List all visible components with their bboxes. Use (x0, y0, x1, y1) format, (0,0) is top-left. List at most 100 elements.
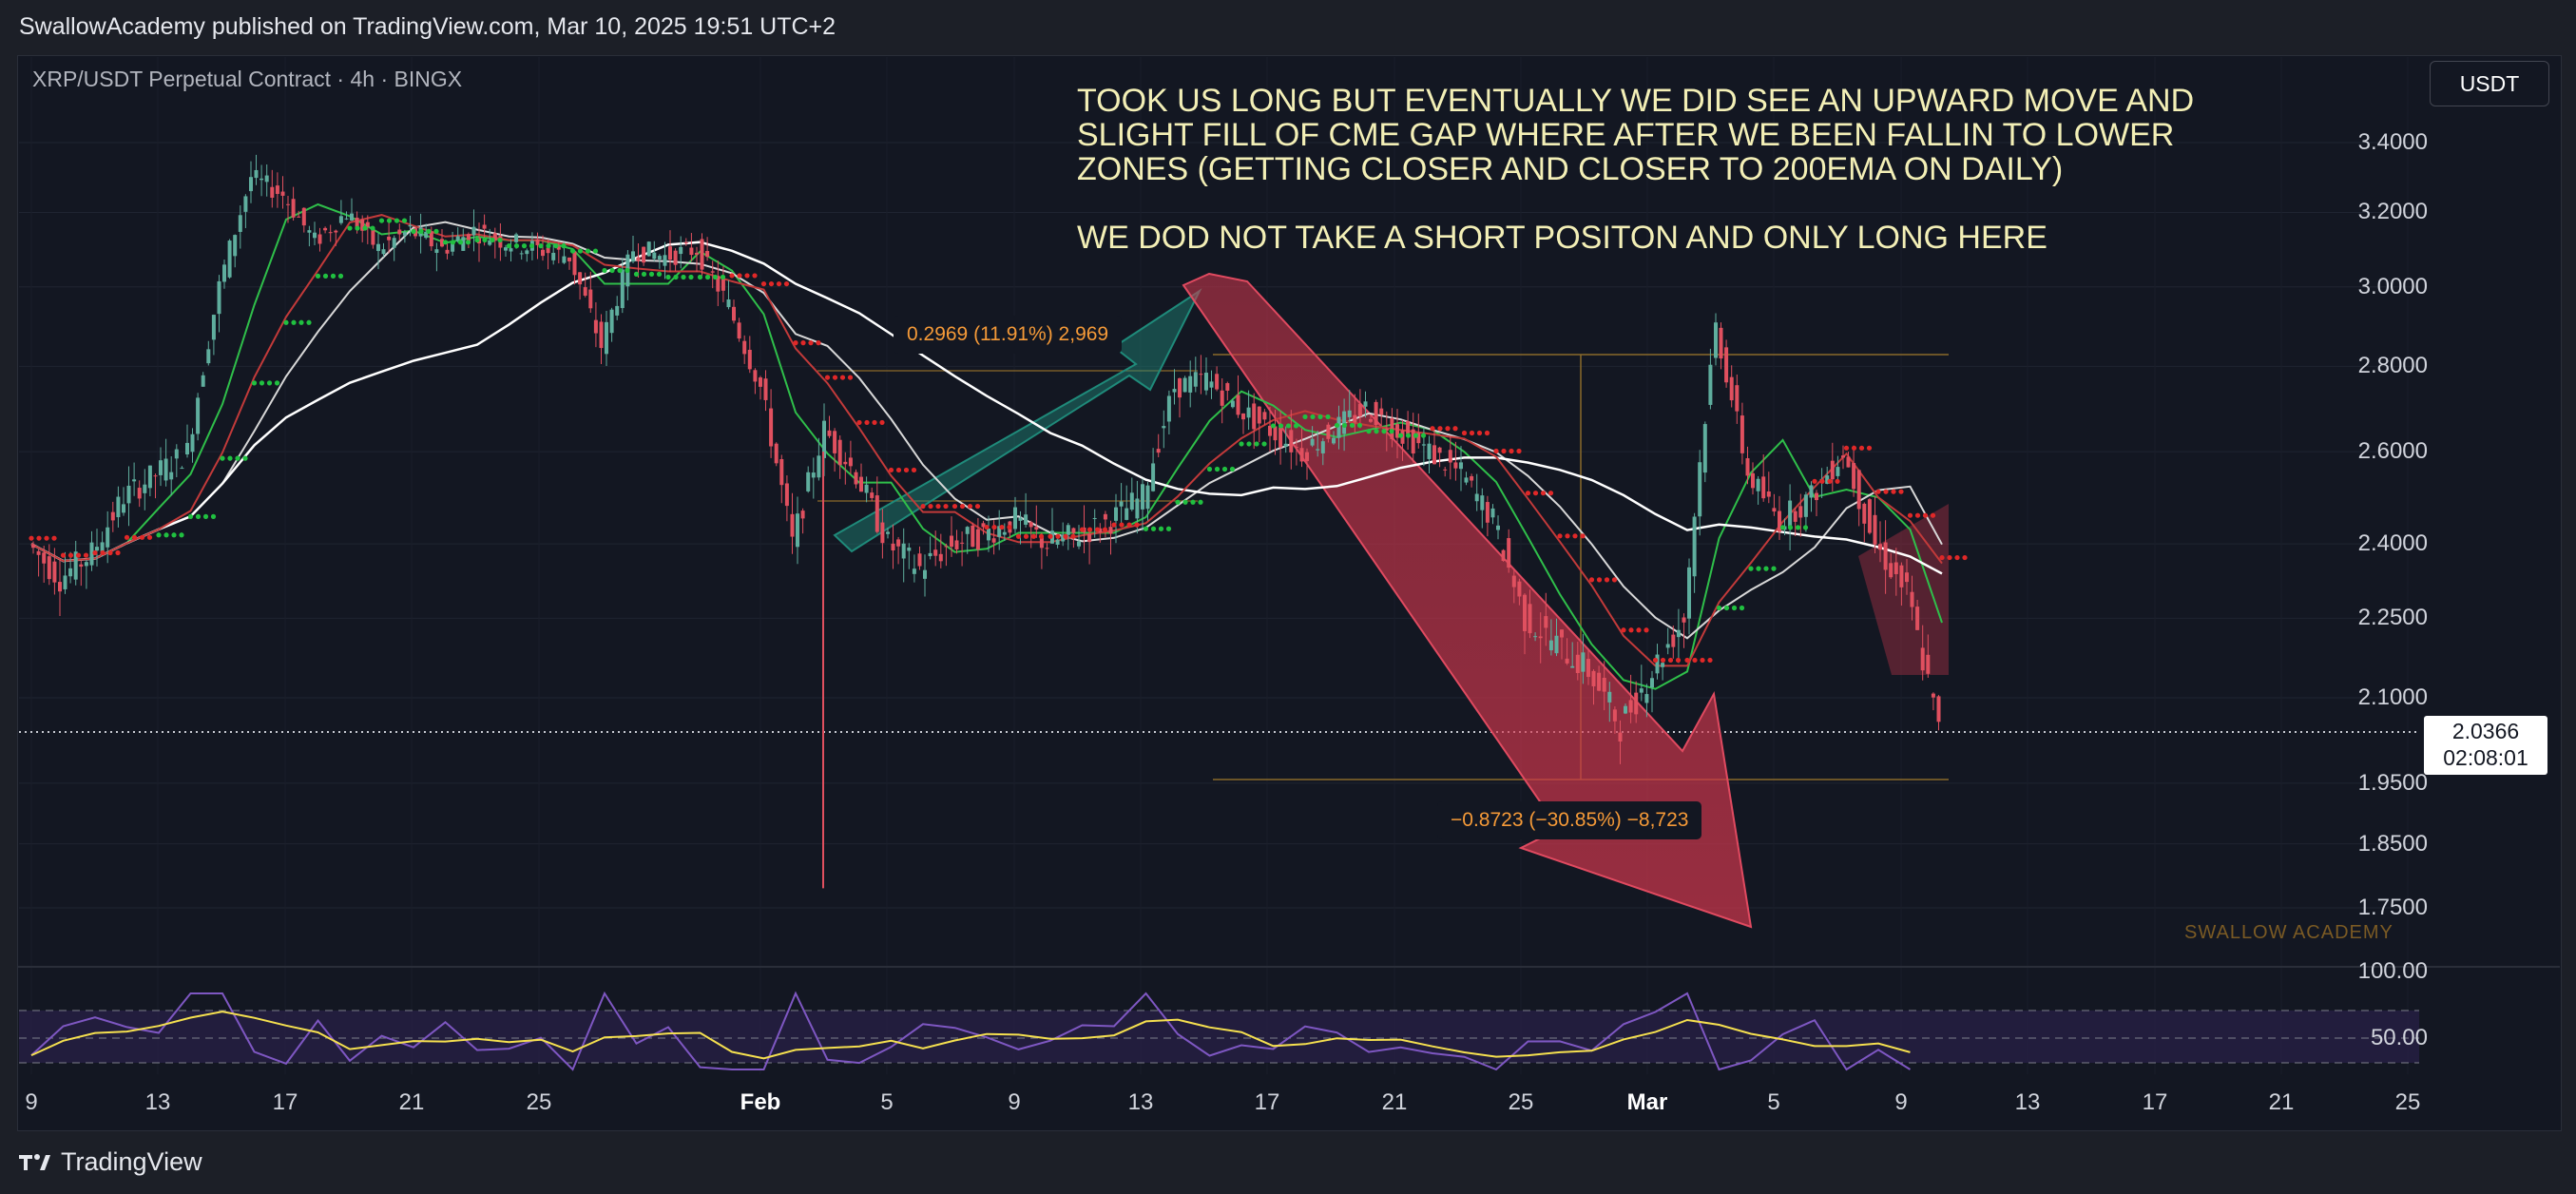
candle-body (79, 564, 84, 568)
red-zone (1858, 504, 1949, 675)
tradingview-footer[interactable]: TradingView (19, 1145, 202, 1179)
trend-dot (1278, 423, 1284, 429)
candle-body (1650, 678, 1654, 688)
trend-dot (1461, 430, 1468, 436)
x-tick-label: 25 (2394, 1089, 2421, 1115)
trend-dot (928, 503, 933, 510)
trend-dot (1891, 489, 1896, 494)
candle-body (116, 496, 121, 518)
candle-body (1852, 463, 1856, 490)
trend-dot (1214, 466, 1221, 472)
candle-body (185, 442, 189, 455)
trend-dot (609, 267, 615, 274)
candle-body (1873, 514, 1877, 545)
candle-body (429, 231, 433, 247)
candle-body (769, 408, 774, 447)
x-tick-label: 9 (25, 1089, 38, 1115)
candle-body (827, 430, 832, 436)
trend-dot (1771, 566, 1777, 571)
candle-body (1793, 510, 1797, 522)
trend-dot (67, 552, 74, 558)
candle-body (556, 246, 561, 250)
symbol-title[interactable]: XRP/USDT Perpetual Contract · 4h · BINGX (32, 67, 463, 91)
trend-dot (171, 532, 177, 538)
y-tick-label: 2.4000 (2357, 530, 2428, 557)
candle-body (779, 459, 784, 486)
trend-dot (783, 280, 790, 287)
candle-body (1501, 549, 1506, 561)
bar-countdown: 02:08:01 (2443, 745, 2528, 770)
candle-body (1416, 433, 1421, 444)
candle-body (710, 271, 715, 273)
candle-body (1273, 426, 1278, 441)
candle-body (689, 247, 694, 256)
y-tick-label: 3.2000 (2357, 199, 2428, 225)
candle-body (1470, 475, 1474, 481)
trend-dot (1707, 657, 1713, 664)
trend-dot (291, 319, 297, 325)
candle-body (1406, 421, 1411, 434)
chart-annotation: TOOK US LONG BUT EVENTUALLY WE DID SEE A… (1077, 83, 2195, 256)
candle-body (1560, 629, 1564, 638)
trend-dot (864, 419, 870, 426)
ema-slow-line (30, 241, 1943, 575)
x-tick-label: 21 (1381, 1089, 1408, 1115)
candle-body (1485, 502, 1490, 523)
trend-dot (984, 524, 990, 530)
trend-dot (617, 267, 623, 274)
candle-body (122, 504, 125, 513)
x-tick-label: 25 (526, 1089, 552, 1115)
y-tick-label: 1.8500 (2357, 830, 2428, 857)
trend-dot (1827, 478, 1833, 484)
trend-dot (1285, 423, 1292, 429)
candle-body (1878, 544, 1882, 550)
candle-body (1692, 516, 1697, 577)
x-tick-label: 17 (272, 1089, 298, 1115)
trend-dot (29, 535, 34, 541)
candle-body (280, 191, 285, 196)
trend-dot (1580, 533, 1586, 539)
trend-dot (83, 552, 89, 558)
candle-body (1039, 535, 1044, 549)
candle-body (1528, 604, 1532, 634)
trend-dot (1851, 445, 1857, 451)
trend-dot (1397, 433, 1404, 438)
candle-body (1045, 548, 1049, 549)
candle-body (975, 529, 980, 550)
candle-body (47, 556, 51, 580)
candle-body (1193, 372, 1198, 387)
trend-dot (266, 380, 273, 386)
candle-body (106, 527, 110, 548)
trend-dot (386, 218, 393, 223)
trend-dot (1341, 422, 1348, 429)
trend-dot (227, 455, 233, 461)
trend-dot (274, 380, 280, 386)
candle-body (971, 525, 975, 548)
candle-body (981, 523, 986, 528)
candle-body (1665, 644, 1670, 648)
candle-body (1395, 424, 1399, 438)
candle-body (1538, 636, 1543, 639)
currency-button[interactable]: USDT (2430, 61, 2549, 106)
trend-dot (1675, 657, 1682, 664)
candle-body (1305, 452, 1309, 462)
trend-dot (1221, 466, 1228, 472)
candle-body (652, 252, 657, 260)
trend-dot (952, 503, 958, 510)
candle-body (1591, 670, 1596, 686)
trend-dot (378, 218, 385, 223)
trend-dot (1086, 527, 1093, 532)
candle-body (350, 213, 354, 221)
candle-body (381, 249, 386, 255)
trend-dot (856, 419, 862, 426)
candle-body (355, 217, 359, 230)
trend-dot (1866, 445, 1873, 451)
rsi-band (19, 1011, 2419, 1063)
candle-body (1034, 527, 1039, 530)
candle-body (960, 542, 965, 544)
x-tick-label: 5 (880, 1089, 894, 1115)
trend-dot (760, 280, 767, 287)
trend-dot (337, 273, 344, 279)
trend-dot (1588, 577, 1595, 583)
